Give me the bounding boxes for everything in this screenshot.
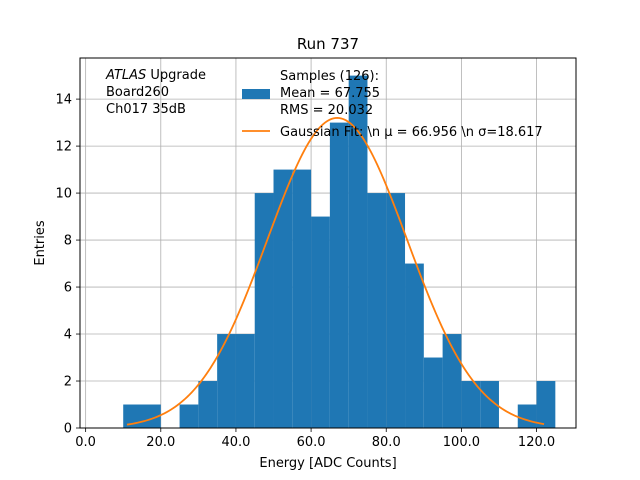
y-axis-title: Entries bbox=[33, 220, 48, 266]
histogram-bar bbox=[142, 404, 161, 428]
histogram-bar bbox=[405, 263, 424, 428]
legend-samples-text: Mean = 67.755 bbox=[280, 86, 380, 101]
gaussian-fit-curve bbox=[126, 117, 545, 426]
gaussian-fit bbox=[126, 117, 545, 426]
histogram-bar bbox=[254, 193, 274, 428]
y-tick-label: 14 bbox=[55, 93, 72, 108]
histogram-bar bbox=[386, 193, 406, 428]
annotation-italic: ATLAS bbox=[105, 68, 146, 83]
annotation-text: Ch017 35dB bbox=[106, 102, 186, 117]
histogram-bar bbox=[311, 216, 330, 428]
legend-samples-text: RMS = 20.032 bbox=[280, 103, 373, 118]
histogram-bar bbox=[179, 404, 199, 428]
y-tick-label: 12 bbox=[55, 140, 72, 155]
histogram-bar bbox=[235, 334, 255, 428]
chart-title: Run 737 bbox=[297, 35, 359, 53]
y-tick-label: 8 bbox=[64, 234, 72, 249]
plot-frame bbox=[79, 57, 577, 429]
x-tick-label: 120.0 bbox=[518, 435, 555, 450]
histogram-bar bbox=[517, 404, 537, 428]
annotation-text: Upgrade bbox=[146, 68, 206, 83]
histogram-bar bbox=[536, 381, 556, 428]
histogram-bar bbox=[348, 75, 368, 428]
y-tick-label: 10 bbox=[55, 187, 72, 202]
y-axis: 0 2 4 6 8 10 12 14 bbox=[55, 93, 80, 437]
y-tick-label: 2 bbox=[64, 375, 72, 390]
x-tick-label: 100.0 bbox=[443, 435, 480, 450]
histogram-bar bbox=[329, 122, 349, 428]
annotation-text: Board260 bbox=[106, 85, 169, 100]
legend: Samples (126): Mean = 67.755 RMS = 20.03… bbox=[242, 69, 543, 140]
histogram-bar bbox=[367, 193, 387, 428]
annotation-line: Board260 bbox=[106, 85, 169, 100]
x-tick-label: 40.0 bbox=[221, 435, 250, 450]
x-axis: 0.0 20.0 40.0 60.0 80.0 100.0 120.0 bbox=[75, 428, 555, 450]
histogram-bar bbox=[423, 357, 443, 428]
y-tick-label: 0 bbox=[64, 422, 72, 437]
histogram-bar bbox=[273, 169, 293, 429]
histogram-bar bbox=[292, 169, 312, 429]
legend-samples-swatch bbox=[242, 89, 270, 99]
legend-samples-text: Samples (126): bbox=[280, 69, 379, 84]
x-tick-label: 60.0 bbox=[297, 435, 326, 450]
annotation-line: ATLAS Upgrade bbox=[105, 68, 206, 83]
y-tick-label: 4 bbox=[64, 328, 72, 343]
histogram-bar bbox=[217, 334, 236, 428]
x-tick-label: 0.0 bbox=[75, 435, 96, 450]
histogram-bar bbox=[480, 381, 499, 428]
annotation-line: Ch017 35dB bbox=[106, 102, 186, 117]
histogram-bar bbox=[198, 381, 218, 428]
atlas-annotation: ATLAS Upgrade Board260 Ch017 35dB bbox=[105, 68, 206, 117]
x-tick-label: 20.0 bbox=[146, 435, 175, 450]
y-tick-label: 6 bbox=[64, 281, 72, 296]
histogram-bar bbox=[461, 381, 481, 428]
x-tick-label: 80.0 bbox=[372, 435, 401, 450]
x-axis-title: Energy [ADC Counts] bbox=[259, 456, 396, 471]
histogram-bars bbox=[123, 75, 556, 429]
legend-fit-text: Gaussian Fit: \n μ = 66.956 \n σ=18.617 bbox=[280, 125, 543, 140]
